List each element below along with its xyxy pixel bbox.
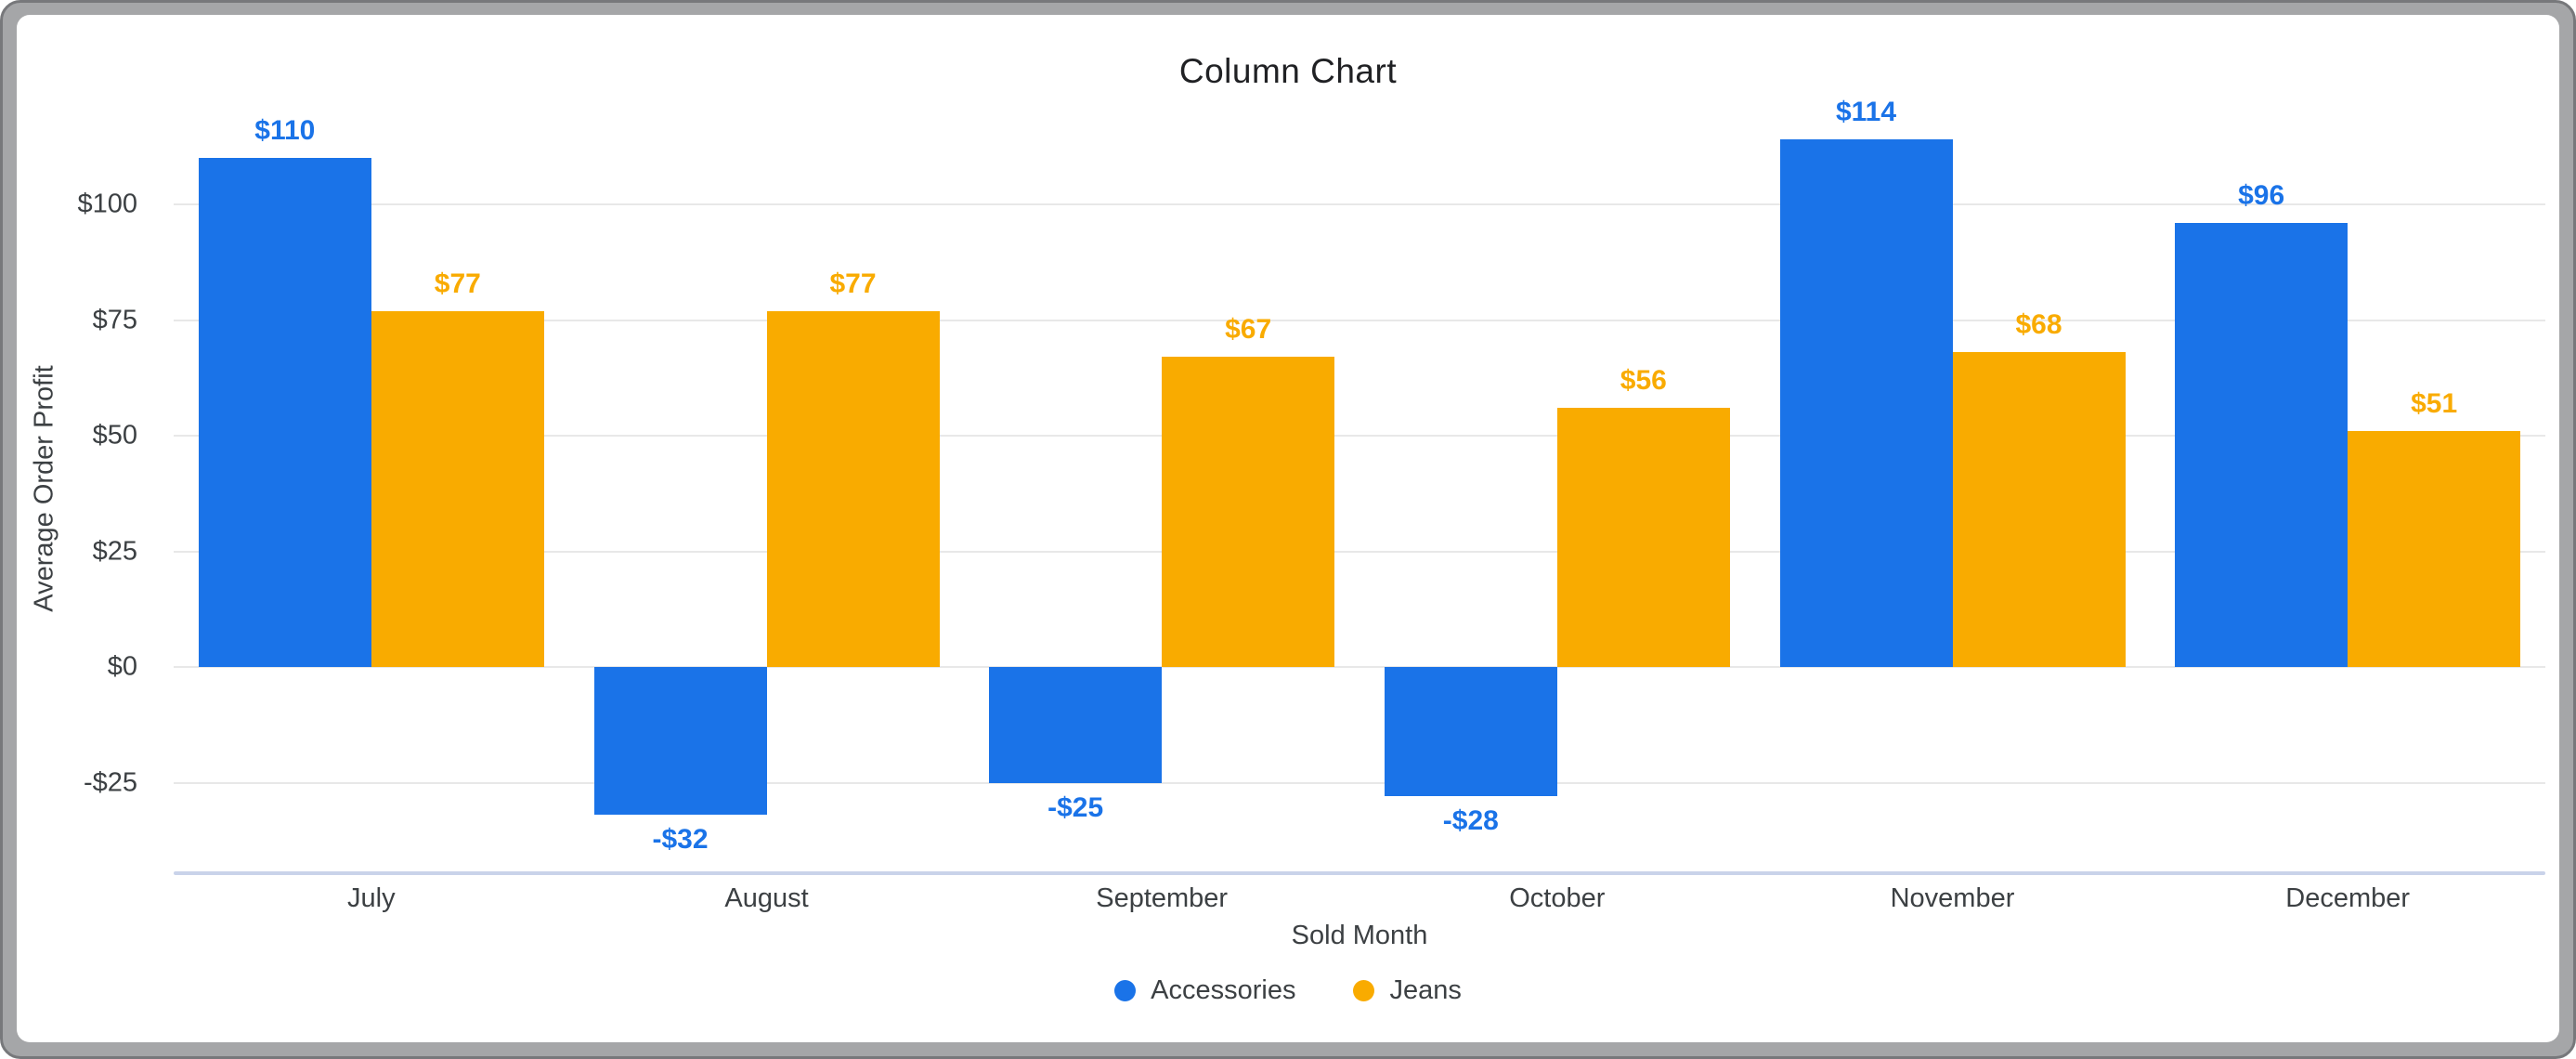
x-tick-label-october: October <box>1509 883 1606 913</box>
legend-item-accessories[interactable]: Accessories <box>1114 975 1295 1006</box>
bar-accessories-october[interactable] <box>1384 667 1557 797</box>
gridline <box>174 781 2545 784</box>
bar-value-label: $110 <box>254 115 316 147</box>
gridline <box>174 550 2545 553</box>
x-tick-label-november: November <box>1890 883 2015 913</box>
bar-jeans-july[interactable] <box>371 310 544 667</box>
legend-label-jeans: Jeans <box>1389 975 1462 1005</box>
legend-dot-accessories <box>1114 980 1137 1001</box>
bar-jeans-november[interactable] <box>1952 352 2126 667</box>
gridline <box>174 319 2545 321</box>
bar-value-label: -$28 <box>1442 805 1499 837</box>
bar-accessories-july[interactable] <box>198 158 371 667</box>
gridline <box>174 203 2545 205</box>
bar-jeans-december[interactable] <box>2348 431 2521 667</box>
bar-accessories-september[interactable] <box>989 667 1163 783</box>
x-axis-line <box>174 871 2545 875</box>
y-tick-label: $50 <box>92 420 137 451</box>
y-tick-label: $0 <box>107 651 137 682</box>
bar-value-label: $51 <box>2411 388 2458 420</box>
y-tick-label: $25 <box>92 536 137 566</box>
bar-value-label: -$25 <box>1047 791 1104 823</box>
bar-jeans-august[interactable] <box>766 310 940 667</box>
legend-dot-jeans <box>1353 980 1375 1001</box>
bar-value-label: $114 <box>1835 97 1897 128</box>
gridline <box>174 435 2545 437</box>
legend-item-jeans[interactable]: Jeans <box>1353 975 1462 1006</box>
legend-label-accessories: Accessories <box>1151 975 1296 1005</box>
bar-accessories-august[interactable] <box>593 667 767 816</box>
bar-value-label: $96 <box>2238 179 2285 211</box>
bar-accessories-december[interactable] <box>2175 222 2348 667</box>
bar-value-label: $77 <box>829 268 877 299</box>
gridline <box>174 666 2545 668</box>
y-tick-label: $75 <box>92 305 137 334</box>
x-tick-label-august: August <box>724 883 809 913</box>
x-tick-label-december: December <box>2285 883 2411 913</box>
x-axis-title: Sold Month <box>1291 921 1428 950</box>
bar-value-label: $68 <box>2015 309 2062 341</box>
legend: Accessories Jeans <box>0 975 2576 1006</box>
bar-jeans-october[interactable] <box>1556 408 1730 667</box>
bar-value-label: $56 <box>1620 365 1667 397</box>
x-tick-label-july: July <box>347 883 396 913</box>
bar-jeans-september[interactable] <box>1162 357 1335 667</box>
y-tick-label: -$25 <box>83 767 137 797</box>
y-axis-title: Average Order Profit <box>29 365 59 612</box>
bar-value-label: $67 <box>1225 314 1272 346</box>
bar-value-label: $77 <box>434 268 481 299</box>
bar-accessories-november[interactable] <box>1779 139 1953 667</box>
bar-value-label: -$32 <box>652 824 709 856</box>
y-tick-label: $100 <box>77 189 137 219</box>
x-tick-label-september: September <box>1096 883 1229 913</box>
chart-title: Column Chart <box>1178 52 1398 90</box>
